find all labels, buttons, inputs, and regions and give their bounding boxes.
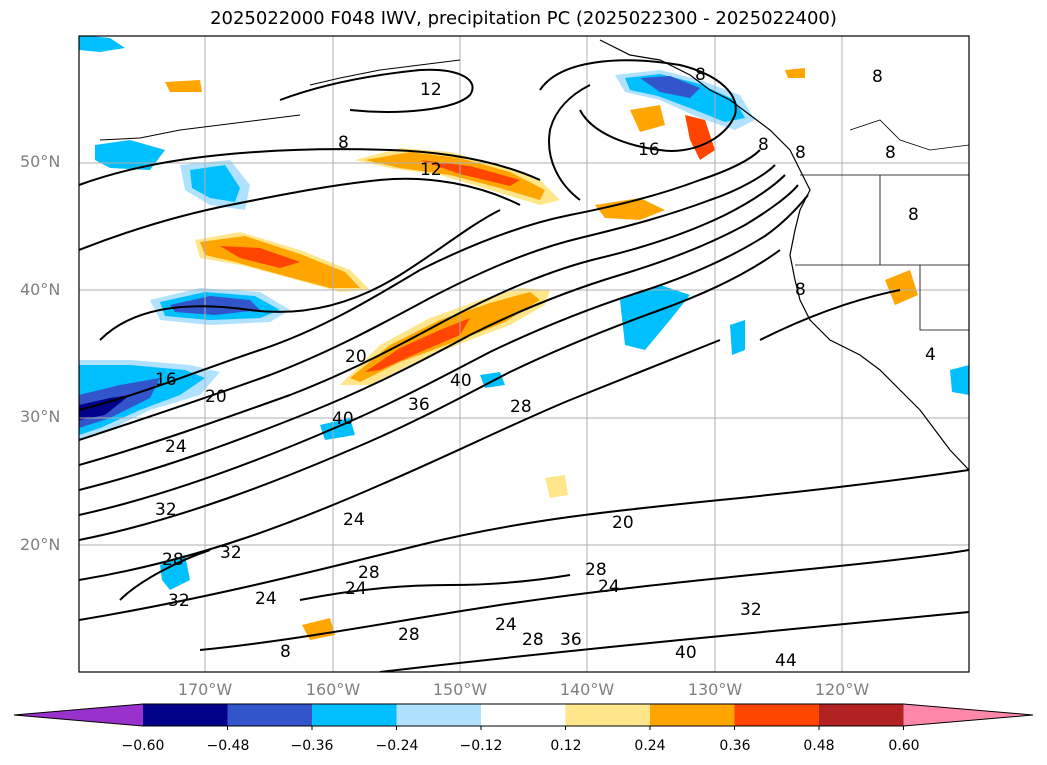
plot-area (79, 36, 969, 672)
contour-label: 12 (420, 160, 442, 180)
contour-label: 40 (450, 371, 472, 391)
colorbar-extend-left (14, 704, 143, 726)
colorbar-tick-label: −0.36 (290, 738, 334, 754)
colorbar-segment (396, 704, 481, 726)
plot-frame (78, 35, 970, 673)
contour-label: 20 (612, 513, 634, 533)
contour-label: 8 (280, 642, 291, 662)
lon-label: 160°W (305, 680, 361, 699)
contour-label: 28 (358, 563, 380, 583)
contour-label: 24 (598, 577, 620, 597)
contour-label: 20 (345, 347, 367, 367)
contour-label: 32 (740, 600, 762, 620)
contour-label: 8 (758, 135, 769, 155)
contour-label: 28 (522, 630, 544, 650)
contour-label: 28 (585, 560, 607, 580)
contour-label: 40 (675, 643, 697, 663)
contour-label: 32 (168, 591, 190, 611)
contour-label: 44 (775, 651, 797, 671)
contour-label: 8 (908, 205, 919, 225)
contour-label: 8 (795, 280, 806, 300)
contour-label: 28 (162, 550, 184, 570)
map-title: 2025022000 F048 IWV, precipitation PC (2… (210, 8, 837, 29)
colorbar-tick-label: −0.48 (206, 738, 250, 754)
contour-label: 40 (332, 409, 354, 429)
lon-label: 130°W (687, 680, 743, 699)
colorbar-tick-label: 0.48 (803, 738, 835, 754)
colorbar-tick-label: 0.24 (634, 738, 666, 754)
contour-label: 32 (220, 543, 242, 563)
lon-label: 120°W (814, 680, 870, 699)
contour-label: 24 (345, 579, 367, 599)
lat-label: 40°N (20, 280, 61, 299)
contour-label: 24 (495, 615, 517, 635)
colorbar-segment (227, 704, 312, 726)
colorbar-tick-label: −0.12 (459, 738, 503, 754)
contour-label: 32 (155, 500, 177, 520)
contour-label: 8 (885, 143, 896, 163)
contour-label: 20 (205, 387, 227, 407)
contour-label: 24 (165, 437, 187, 457)
lon-label: 140°W (559, 680, 615, 699)
contour-label: 24 (343, 510, 365, 530)
colorbar-segment (734, 704, 819, 726)
contour-label: 8 (338, 133, 349, 153)
colorbar-tick-label: −0.24 (375, 738, 419, 754)
colorbar-segment (312, 704, 397, 726)
lat-label: 50°N (20, 152, 61, 171)
contour-label: 12 (420, 80, 442, 100)
colorbar-extend-right (903, 704, 1033, 726)
contour-label: 24 (255, 589, 277, 609)
contour-label: 28 (398, 625, 420, 645)
colorbar-outline (13, 703, 1034, 727)
contour-label: 8 (872, 67, 883, 87)
colorbar-tick-label: 0.12 (550, 738, 582, 754)
lon-label: 170°W (177, 680, 233, 699)
lat-label: 20°N (20, 535, 61, 554)
colorbar-segment (143, 704, 228, 726)
contour-label: 16 (155, 370, 177, 390)
contour-label: 28 (510, 397, 532, 417)
colorbar-tick-label: 0.60 (888, 738, 920, 754)
colorbar-tick-label: 0.36 (719, 738, 751, 754)
colorbar-tick-label: −0.60 (121, 738, 165, 754)
colorbar (13, 703, 1034, 730)
contour-label: 36 (408, 395, 430, 415)
contour-label: 8 (695, 65, 706, 85)
contour-label: 8 (795, 143, 806, 163)
colorbar-segment (650, 704, 735, 726)
colorbar-segment (819, 704, 904, 726)
iwv-contours (79, 59, 969, 672)
colorbar-segment (481, 704, 566, 726)
lon-label: 150°W (432, 680, 488, 699)
colorbar-segment (565, 704, 650, 726)
contour-label: 36 (560, 630, 582, 650)
coastlines (99, 39, 969, 471)
lat-label: 30°N (20, 407, 61, 426)
contour-labels: 12 8 12 16 8 8 8 8 8 8 8 16 20 20 24 40 … (155, 65, 936, 671)
contour-label: 16 (638, 140, 660, 160)
gridlines (79, 36, 969, 672)
contour-label: 4 (925, 345, 936, 365)
